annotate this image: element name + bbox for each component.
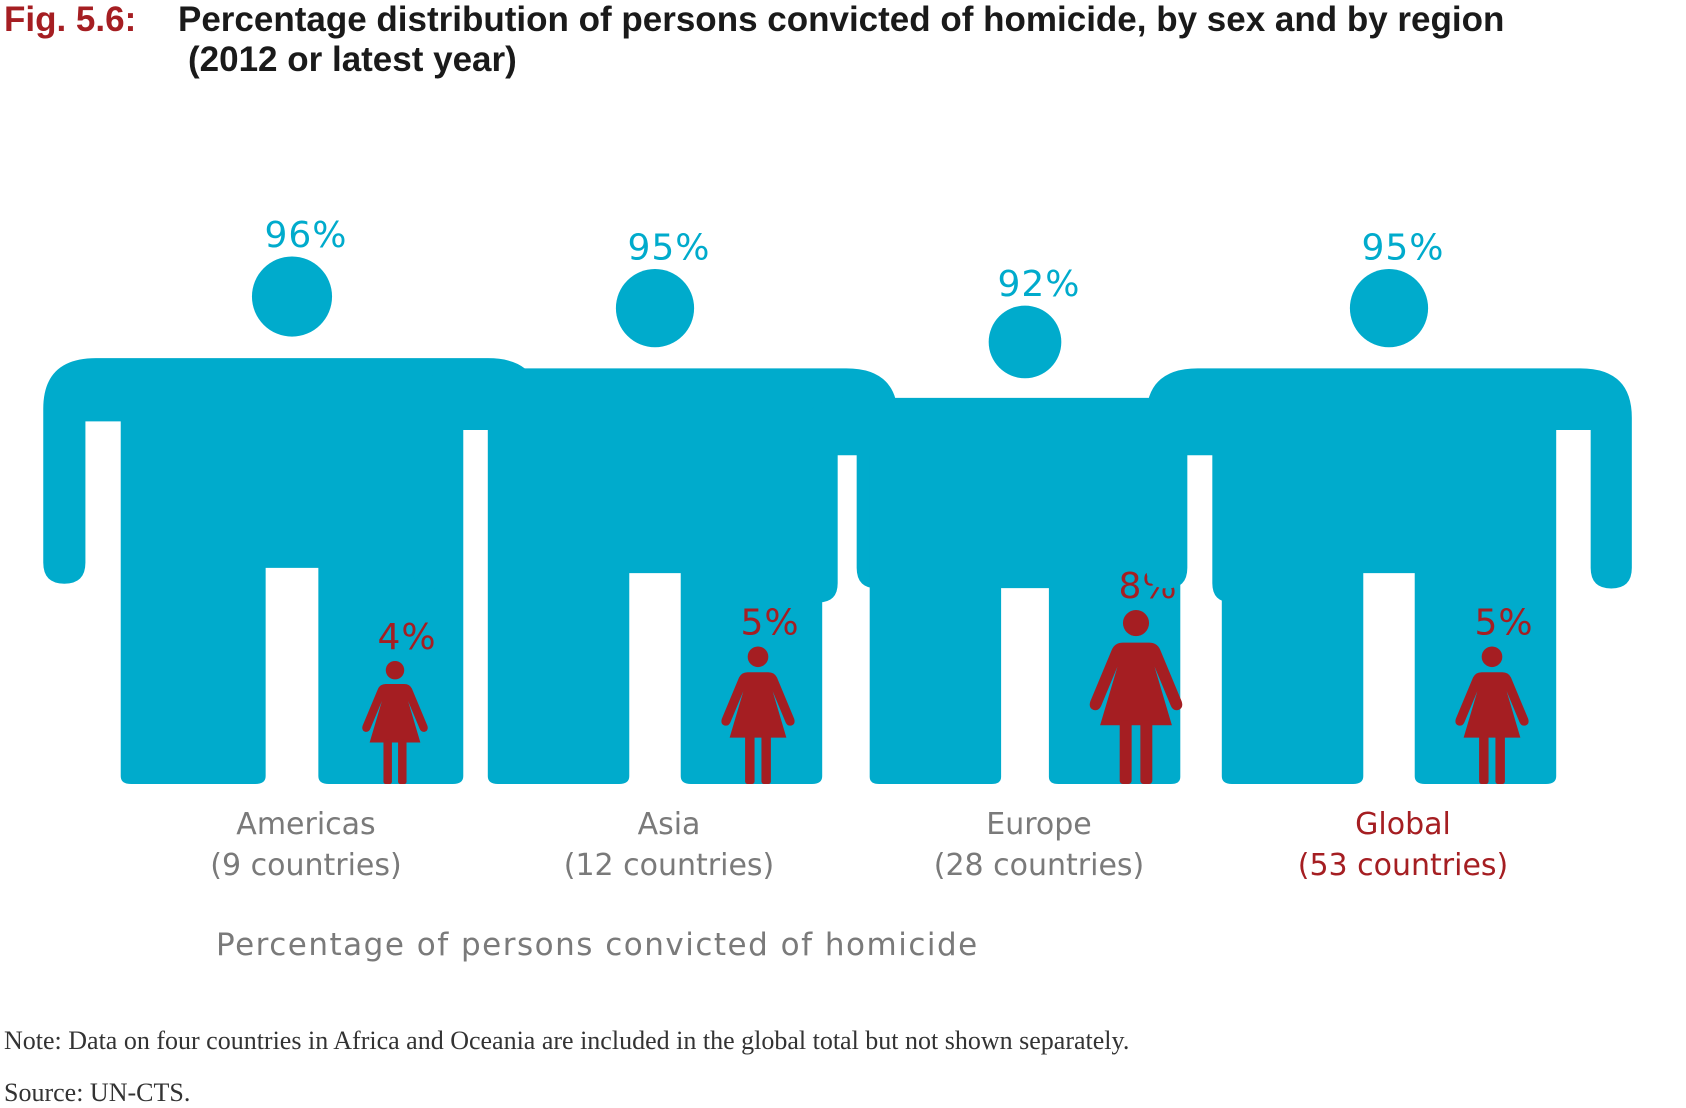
category-label-global: Global: [1355, 807, 1451, 842]
source-note: Source: UN-CTS.: [4, 1078, 191, 1107]
female-figure-europe-body: [1089, 642, 1183, 726]
female-figure-global-head: [1481, 646, 1503, 668]
female-figure-asia-head: [747, 646, 769, 668]
male-pct-label-americas: 96%: [264, 215, 347, 256]
female-figure-global-body: [1455, 672, 1529, 738]
female-figure-americas-left-leg: [383, 739, 392, 784]
female-figure-asia: [721, 646, 795, 784]
pictograph-chart: 96% 4% Americas (9 countries) 95% 5% Asia (12 c…: [43, 215, 1632, 963]
footnote: Note: Data on four countries in Africa a…: [4, 1026, 1130, 1055]
male-pct-label-europe: 92%: [997, 264, 1080, 305]
female-figure-global-right-leg: [1495, 734, 1505, 784]
figure-number: Fig. 5.6:: [4, 0, 137, 39]
female-figure-global-left-leg: [1479, 734, 1489, 784]
category-label-europe: Europe: [986, 807, 1092, 842]
category-sublabel-americas: (9 countries): [210, 848, 401, 883]
category-sublabel-global: (53 countries): [1298, 848, 1509, 883]
female-figure-europe: [1089, 610, 1183, 784]
female-figure-europe-right-leg: [1140, 720, 1153, 784]
category-sublabel-asia: (12 countries): [564, 848, 775, 883]
female-figure-asia-body: [721, 672, 795, 738]
male-figure-americas-head: [251, 256, 333, 337]
category-label-asia: Asia: [638, 807, 701, 842]
female-figure-americas-head: [385, 660, 405, 680]
female-figure-asia-right-leg: [761, 734, 771, 784]
axis-caption: Percentage of persons convicted of homic…: [216, 927, 979, 963]
female-figure-asia-left-leg: [745, 734, 755, 784]
female-figure-europe-head: [1122, 610, 1150, 637]
male-pct-label-asia: 95%: [627, 228, 710, 269]
male-figure-americas: [43, 256, 541, 784]
male-figure-global-head: [1349, 269, 1429, 348]
category-sublabel-europe: (28 countries): [934, 848, 1145, 883]
male-figure-europe-head: [988, 305, 1062, 379]
female-pct-label-americas: 4%: [377, 617, 436, 658]
figure-title-line1: Percentage distribution of persons convi…: [178, 0, 1505, 39]
female-figure-europe-left-leg: [1119, 720, 1132, 784]
figure-title: Fig. 5.6: Percentage distribution of per…: [0, 0, 1686, 90]
female-pct-label-global: 5%: [1474, 602, 1533, 643]
category-label-americas: Americas: [236, 807, 375, 842]
female-figure-americas-body: [362, 684, 428, 743]
female-figure-global: [1455, 646, 1529, 784]
female-figure-americas: [362, 660, 428, 784]
figure-title-line2: (2012 or latest year): [188, 40, 517, 79]
female-figure-americas-right-leg: [398, 739, 407, 784]
male-pct-label-global: 95%: [1361, 228, 1444, 269]
male-figure-asia-head: [615, 269, 695, 348]
female-pct-label-asia: 5%: [740, 602, 799, 643]
